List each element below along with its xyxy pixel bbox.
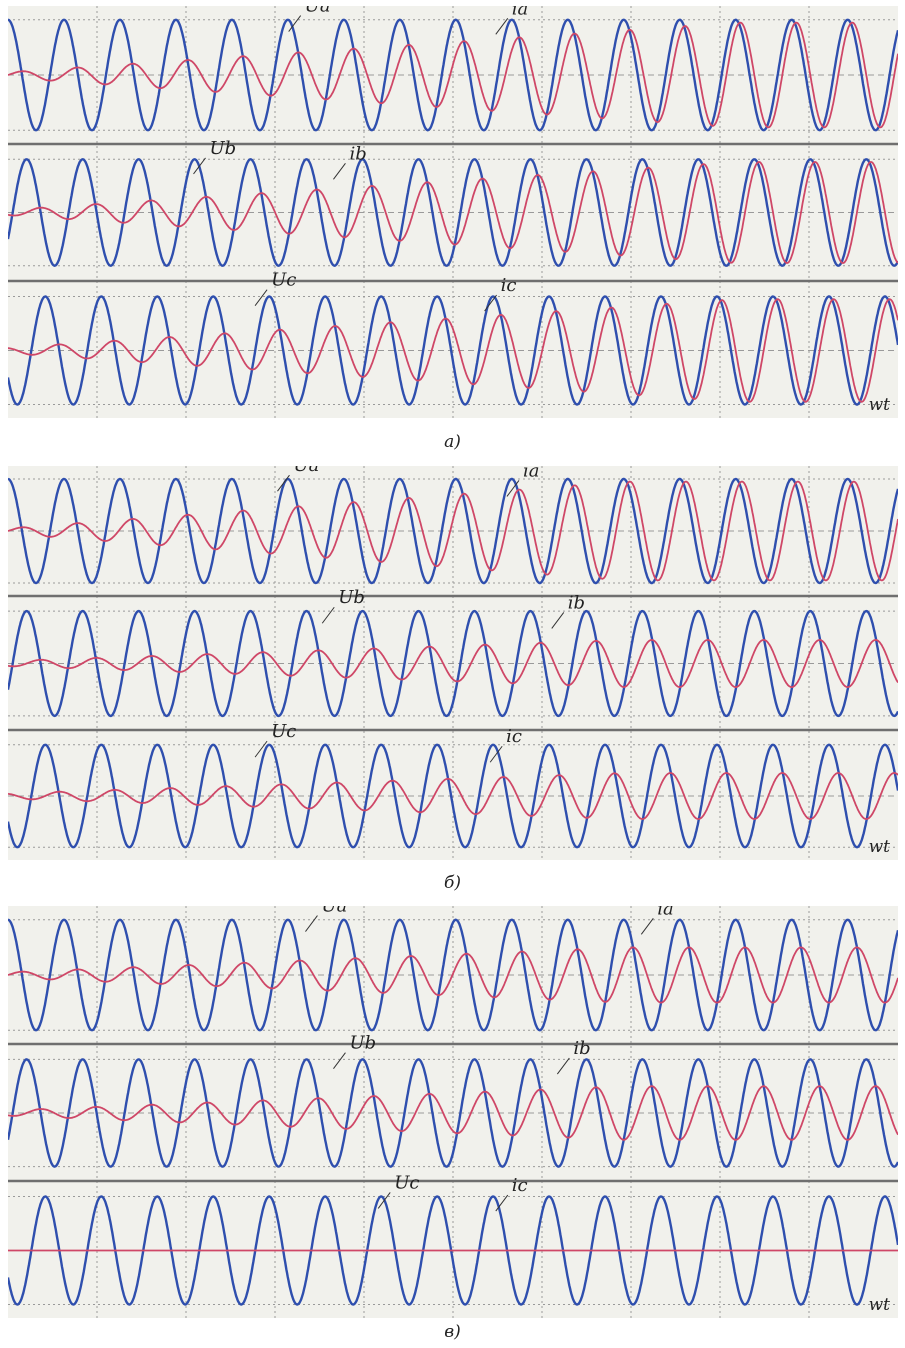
series-label-Ua: Ua <box>305 6 331 17</box>
series-line-ia <box>8 946 898 1004</box>
chart-svg-c: Ua ia Ub ib Uc ic wt <box>8 906 898 1318</box>
chart-svg-b: Ua ia Ub ib Uc ic wt <box>8 466 898 860</box>
label-leader <box>495 17 509 35</box>
series-line-Ub <box>8 158 898 267</box>
label-leader <box>254 289 268 307</box>
signal-row-3: Uc ic <box>8 1172 898 1306</box>
signal-row-3: Uc ic <box>8 721 898 849</box>
signal-row-3: Uc ic <box>8 270 898 406</box>
series-line-Uc <box>8 1195 898 1306</box>
series-label-Uc: Uc <box>394 1172 419 1193</box>
label-leader <box>254 740 268 758</box>
label-leader <box>489 745 503 763</box>
series-line-Uc <box>8 743 898 849</box>
label-leader <box>506 480 520 497</box>
label-leader <box>305 915 318 932</box>
x-axis-label: wt <box>869 1295 891 1315</box>
series-label-ib: ib <box>349 143 366 164</box>
series-label-ib: ib <box>573 1038 590 1059</box>
label-leader <box>333 163 346 180</box>
label-leader <box>288 15 302 32</box>
caption-b: б) <box>443 873 461 893</box>
label-leader <box>556 1057 570 1075</box>
series-line-ib <box>8 1085 898 1141</box>
series-line-ia <box>8 480 898 582</box>
label-leader <box>333 1052 346 1069</box>
series-label-ib: ib <box>568 592 585 613</box>
series-line-ib <box>8 161 898 264</box>
chart-panel-a: Ua ia Ub ib Uc ic wt <box>8 6 898 418</box>
label-leader <box>321 606 335 624</box>
series-line-Ub <box>8 609 898 718</box>
caption-c: в) <box>444 1322 461 1342</box>
series-label-Uc: Uc <box>271 721 296 742</box>
series-label-Uc: Uc <box>271 270 296 291</box>
series-label-Ub: Ub <box>349 1033 376 1054</box>
series-line-ia <box>8 21 898 129</box>
chart-panel-c: Ua ia Ub ib Uc ic wt <box>8 906 898 1318</box>
series-label-ic: ic <box>506 726 522 747</box>
series-line-Ua <box>8 918 898 1032</box>
signal-row-2: Ub ib <box>8 587 898 718</box>
series-label-ia: ia <box>523 466 540 481</box>
series-line-Ua <box>8 477 898 585</box>
label-leader <box>277 474 290 492</box>
x-axis-label: wt <box>869 837 891 857</box>
signal-row-2: Ub ib <box>8 1033 898 1168</box>
series-label-ic: ic <box>512 1175 528 1196</box>
series-label-Ua: Ua <box>321 906 347 917</box>
series-line-ic <box>8 772 898 820</box>
chart-svg-a: Ua ia Ub ib Uc ic wt <box>8 6 898 418</box>
chart-panel-b: Ua ia Ub ib Uc ic wt <box>8 466 898 860</box>
signal-row-1: Ua ia <box>8 466 898 585</box>
series-label-Ua: Ua <box>293 466 319 476</box>
label-leader <box>495 1194 509 1212</box>
x-axis-label: wt <box>869 395 891 415</box>
series-label-ic: ic <box>501 275 517 296</box>
label-leader <box>193 157 206 175</box>
label-leader <box>377 1192 391 1209</box>
series-label-Ub: Ub <box>338 587 365 608</box>
label-leader <box>640 917 654 935</box>
series-label-ia: ia <box>657 906 674 919</box>
signal-row-1: Ua ia <box>8 6 898 132</box>
label-leader <box>551 612 565 629</box>
caption-a: а) <box>444 432 461 452</box>
signal-row-2: Ub ib <box>8 138 898 267</box>
series-line-Uc <box>8 295 898 406</box>
signal-row-1: Ua ia <box>8 906 898 1032</box>
series-label-ia: ia <box>512 6 528 19</box>
series-label-Ub: Ub <box>210 138 237 159</box>
series-line-ic <box>8 298 898 403</box>
label-leader <box>484 294 497 312</box>
series-line-Ub <box>8 1058 898 1168</box>
series-line-ib <box>8 638 898 689</box>
series-line-Ua <box>8 18 898 132</box>
